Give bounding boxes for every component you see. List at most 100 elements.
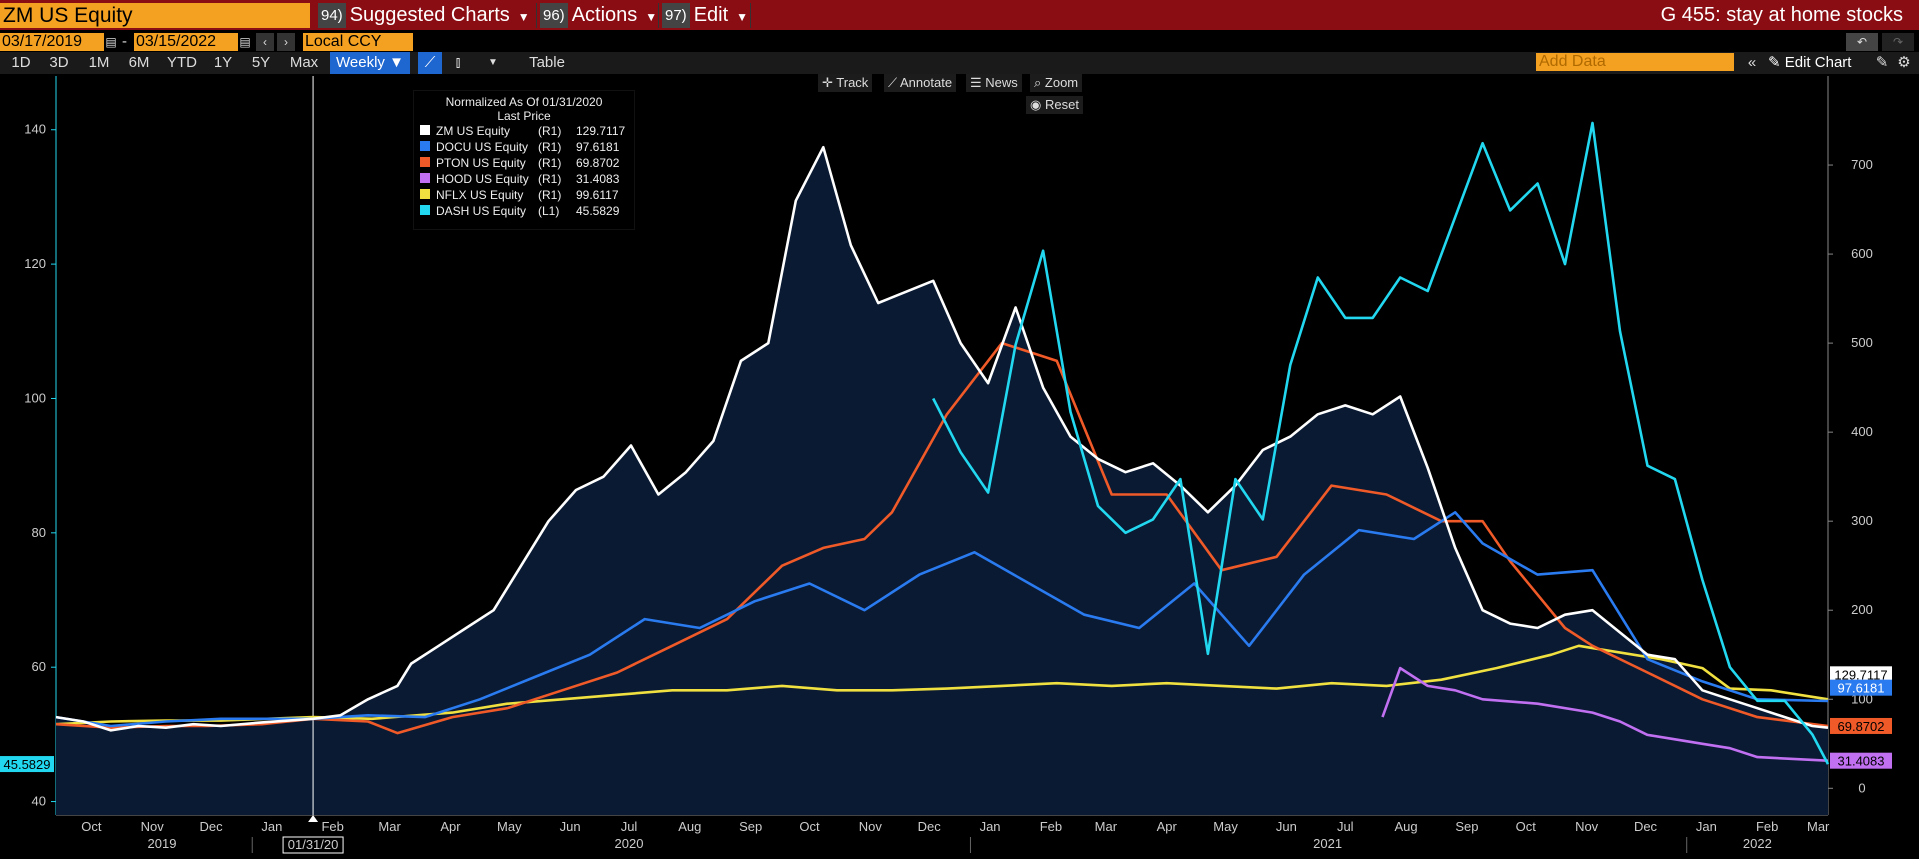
chart-type-dropdown-icon[interactable]: ▼ [488,57,498,68]
menu-divider [658,3,659,28]
month-tick-label: Aug [1395,819,1418,834]
menu-number: 94) [318,3,346,28]
news-icon: ☰ [970,75,986,90]
legend-swatch [420,125,430,135]
legend-value: 97.6181 [576,140,620,154]
reset-button[interactable]: ◉ Reset [1026,96,1083,114]
legend-axis: (R1) [538,140,562,154]
legend-swatch [420,141,430,151]
collapse-icon[interactable]: « [1747,54,1757,71]
range-6m[interactable]: 6M [128,54,150,71]
year-tick-label: 2020 [615,836,644,851]
calendar-icon[interactable]: ▤ [238,33,252,51]
zoom-button[interactable]: ⌕ Zoom [1030,74,1083,92]
month-tick-label: Dec [1634,819,1658,834]
security-field[interactable]: ZM US Equity [0,3,310,28]
currency-select[interactable]: Local CCY [303,33,413,51]
zm-series-line [55,145,1829,732]
nflx-series-line [55,644,1829,726]
month-tick-label: May [1213,819,1238,834]
settings-icon[interactable]: ⚙ [1897,54,1911,71]
year-tick-label: 2019 [148,836,177,851]
legend-name: ZM US Equity [436,124,511,138]
range-1m[interactable]: 1M [88,54,110,71]
month-tick-label: Nov [1575,819,1599,834]
frequency-select[interactable]: Weekly ▼ [330,52,410,74]
dash-series-line [932,121,1830,765]
month-tick-label: Mar [378,819,401,834]
legend-swatch [420,173,430,183]
range-max[interactable]: Max [289,54,319,71]
month-tick-label: Jan [1696,819,1717,834]
undo-icon[interactable]: ↶ [1846,33,1878,51]
month-tick-label: May [497,819,522,834]
month-tick-label: Feb [1040,819,1062,834]
normalized-date-marker-icon [308,815,319,822]
left-tick-label: 120 [24,256,46,271]
suggested-charts-menu[interactable]: 94) Suggested Charts ▼ [318,3,530,28]
month-tick-label: Jan [980,819,1001,834]
news-label: News [985,75,1018,90]
edit-chart-button[interactable]: ✎ Edit Chart [1768,52,1851,74]
legend-name: NFLX US Equity [436,188,524,202]
add-data-input[interactable]: Add Data [1536,53,1734,71]
calendar-icon[interactable]: ▤ [104,33,118,51]
frequency-label: Weekly [336,54,385,71]
legend-value: 69.8702 [576,156,620,170]
legend-axis: (L1) [538,204,560,218]
legend-axis: (R1) [538,124,562,138]
month-tick-label: Dec [199,819,223,834]
right-tick-label: 300 [1851,513,1873,528]
line-chart-icon[interactable]: ⟋ [418,52,442,74]
edit-icon[interactable]: ✎ [1875,54,1889,71]
range-ytd[interactable]: YTD [167,54,197,71]
menu-label: Edit [693,4,729,26]
end-value-label: 129.7117 [1834,667,1887,682]
month-tick-label: Aug [678,819,701,834]
end-value-badge [1830,679,1892,696]
left-tick-label: 140 [24,122,46,137]
news-button[interactable]: ☰ News [966,74,1022,92]
legend-entry: ZM US Equity (R1) 129.7117 [414,123,634,139]
caret-down-icon: ▼ [645,10,658,24]
range-1y[interactable]: 1Y [213,54,233,71]
redo-icon[interactable]: ↷ [1882,33,1914,51]
right-tick-label: 600 [1851,246,1873,261]
end-value-label: 45.5829 [4,757,51,772]
start-date-field[interactable]: 03/17/2019 [0,33,104,51]
candlestick-icon[interactable]: ⫾ [455,54,461,71]
track-button[interactable]: ✛ Track [818,74,873,92]
range-3d[interactable]: 3D [49,54,69,71]
legend-swatch [420,205,430,215]
end-value-label: 69.8702 [1838,719,1885,734]
docu-series-line [55,510,1829,728]
range-5y[interactable]: 5Y [251,54,271,71]
normalized-date-label: 01/31/20 [288,837,339,852]
month-tick-label: Nov [141,819,165,834]
next-arrow-icon[interactable]: › [277,33,295,51]
actions-menu[interactable]: 96) Actions ▼ [540,3,657,28]
range-1d[interactable]: 1D [11,54,31,71]
menu-label: Suggested Charts [349,4,510,26]
legend-entry: NFLX US Equity (R1) 99.6117 [414,187,634,203]
edit-menu[interactable]: 97) Edit ▼ [662,3,748,28]
end-date-field[interactable]: 03/15/2022 [134,33,238,51]
end-value-label: 97.6181 [1838,681,1885,696]
hood-series-line [1381,666,1829,762]
reset-label: Reset [1044,97,1079,112]
left-tick-label: 100 [24,390,46,405]
month-tick-label: Apr [1157,819,1178,834]
legend-name: DASH US Equity [436,204,527,218]
month-tick-label: Nov [859,819,883,834]
annotate-button[interactable]: ⟋ Annotate [884,74,957,92]
month-tick-label: Feb [321,819,343,834]
table-button[interactable]: Table [529,54,565,71]
menu-number: 96) [540,3,568,28]
legend-name: PTON US Equity [436,156,526,170]
prev-arrow-icon[interactable]: ‹ [256,33,274,51]
right-tick-label: 0 [1858,780,1865,795]
month-tick-label: Jul [621,819,638,834]
pencil-icon: ⟋ [888,75,900,90]
right-tick-label: 200 [1851,602,1873,617]
